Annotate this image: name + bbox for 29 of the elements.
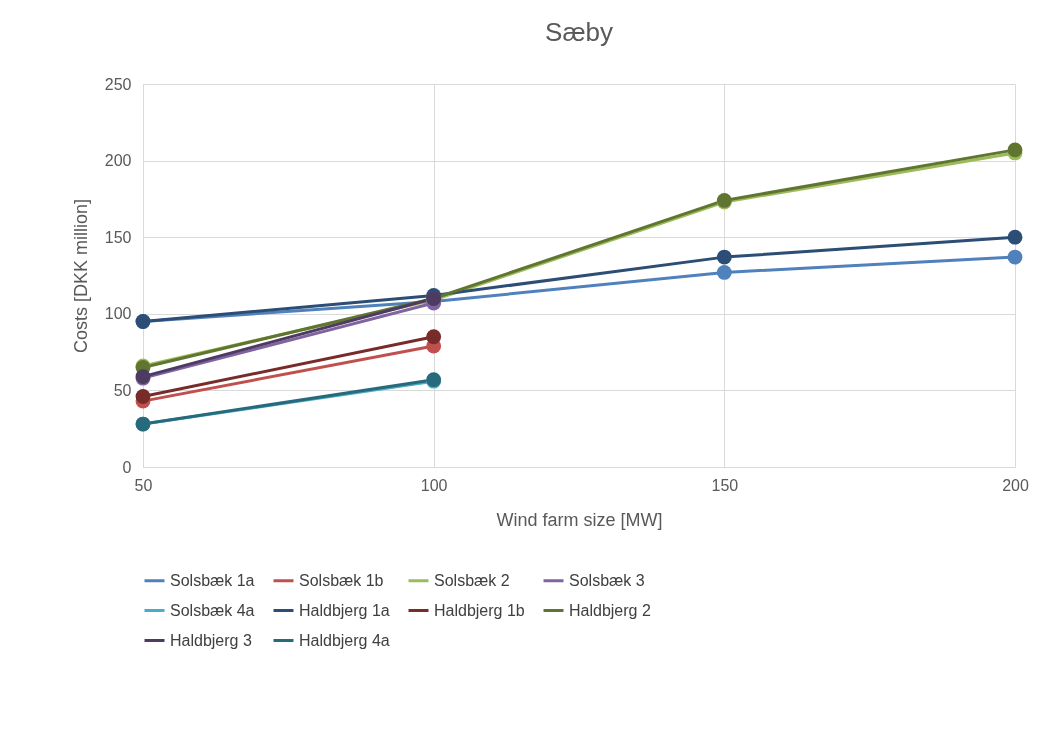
- y-tick-label: 100: [104, 305, 132, 323]
- legend-label: Solsbæk 2: [434, 571, 510, 589]
- y-axis-title: Costs [DKK million]: [70, 198, 91, 354]
- legend-label: Solsbæk 4a: [170, 601, 255, 619]
- point: [1007, 229, 1023, 245]
- legend-label: Haldbjerg 2: [569, 601, 651, 619]
- legend-label: Solsbæk 3: [569, 571, 645, 589]
- point: [716, 265, 732, 280]
- legend-label: Haldbjerg 1b: [434, 601, 525, 619]
- y-tick-label: 250: [104, 75, 132, 93]
- legend-label: Haldbjerg 4a: [299, 631, 390, 649]
- chart-title: Sæby: [545, 17, 613, 47]
- legend-label: Solsbæk 1a: [170, 571, 255, 589]
- legend-label: Haldbjerg 3: [170, 631, 252, 649]
- point: [1007, 249, 1023, 265]
- point: [426, 329, 442, 345]
- y-tick-label: 0: [122, 458, 132, 476]
- y-tick-label: 150: [104, 228, 132, 246]
- x-tick-label: 200: [1002, 476, 1029, 494]
- x-tick-label: 100: [420, 476, 448, 494]
- x-axis-title: Wind farm size [MW]: [496, 509, 663, 530]
- y-tick-label: 50: [113, 381, 132, 399]
- x-tick-label: 50: [134, 476, 153, 494]
- legend-label: Solsbæk 1b: [299, 571, 384, 589]
- x-tick-label: 150: [711, 476, 739, 494]
- point: [716, 249, 732, 265]
- legend-label: Haldbjerg 1a: [299, 601, 390, 619]
- y-tick-label: 200: [104, 152, 132, 170]
- point: [135, 389, 151, 404]
